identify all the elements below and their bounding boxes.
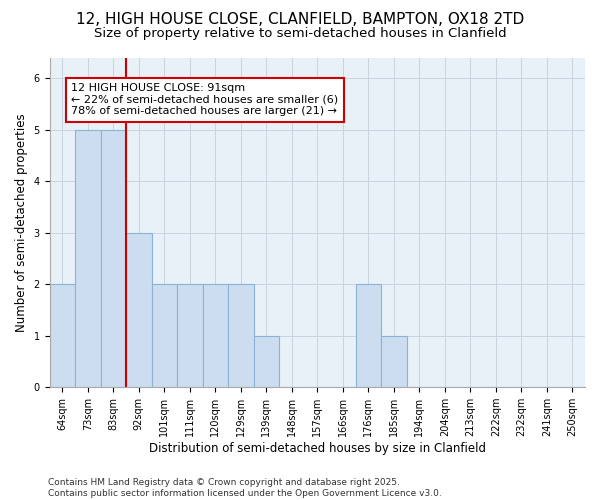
Text: 12 HIGH HOUSE CLOSE: 91sqm
← 22% of semi-detached houses are smaller (6)
78% of : 12 HIGH HOUSE CLOSE: 91sqm ← 22% of semi…	[71, 84, 338, 116]
Text: 12, HIGH HOUSE CLOSE, CLANFIELD, BAMPTON, OX18 2TD: 12, HIGH HOUSE CLOSE, CLANFIELD, BAMPTON…	[76, 12, 524, 28]
Text: Size of property relative to semi-detached houses in Clanfield: Size of property relative to semi-detach…	[94, 28, 506, 40]
Bar	[254, 336, 279, 387]
Bar	[203, 284, 228, 387]
Bar	[101, 130, 126, 387]
Bar	[177, 284, 203, 387]
Bar	[381, 336, 407, 387]
Bar	[228, 284, 254, 387]
Text: Contains HM Land Registry data © Crown copyright and database right 2025.
Contai: Contains HM Land Registry data © Crown c…	[48, 478, 442, 498]
Bar	[152, 284, 177, 387]
Bar	[75, 130, 101, 387]
Bar	[356, 284, 381, 387]
Y-axis label: Number of semi-detached properties: Number of semi-detached properties	[15, 113, 28, 332]
Bar	[126, 232, 152, 387]
Bar	[50, 284, 75, 387]
X-axis label: Distribution of semi-detached houses by size in Clanfield: Distribution of semi-detached houses by …	[149, 442, 486, 455]
